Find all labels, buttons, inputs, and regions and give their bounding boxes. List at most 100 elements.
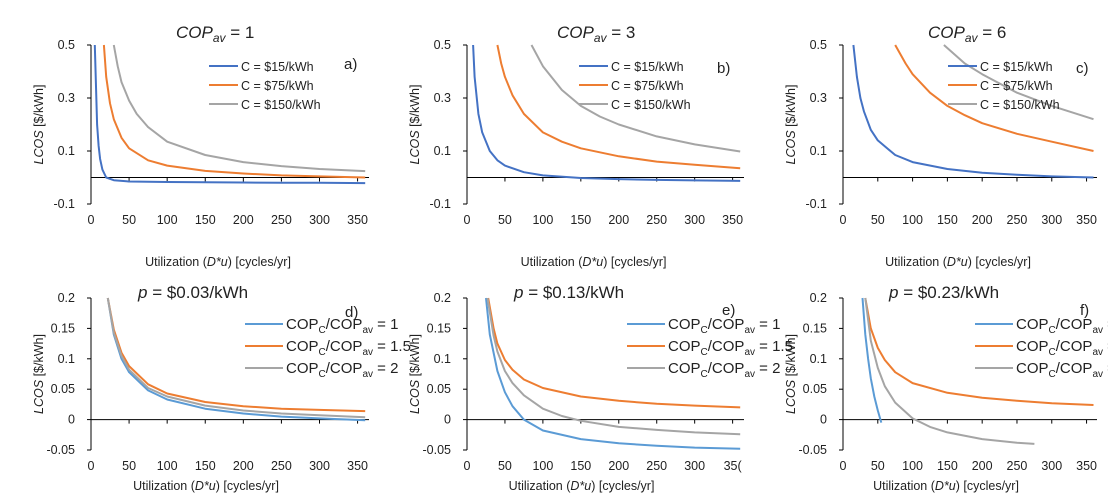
legend-entry: C = $150/kWh xyxy=(611,98,691,112)
x-tick-label: 300 xyxy=(684,213,705,227)
y-axis-label: LCOS [$/kWh] xyxy=(408,85,422,165)
chart-panel-6: -0.05 0 0.05 0.1 0.15 0.2 0 50 100 150 200 250 300 35… xyxy=(784,283,1108,493)
series-line-3 xyxy=(530,44,741,153)
legend-entry: C = $75/kWh xyxy=(241,79,314,93)
y-axis-label: LCOS [$/kWh] xyxy=(408,334,422,414)
x-tick-label: 100 xyxy=(532,213,553,227)
y-tick-label: 0.2 xyxy=(58,291,75,305)
x-axis-label: Utilization (D*u) [cycles/yr] xyxy=(509,479,655,493)
legend-entry: COPC/COPav = 1.5 xyxy=(668,338,793,358)
x-tick-label: 100 xyxy=(902,459,923,473)
y-tick-label: -0.1 xyxy=(53,197,75,211)
x-axis-label: Utilization (D*u) [cycles/yr] xyxy=(873,479,1019,493)
y-tick-label: 0.1 xyxy=(434,144,451,158)
series-line-3 xyxy=(112,44,366,173)
x-tick-label: 0 xyxy=(464,213,471,227)
legend-entry: C = $75/kWh xyxy=(611,79,684,93)
legend-entry: COPC/COPav = 2 xyxy=(286,360,398,380)
series-line-3 xyxy=(943,44,1094,121)
legend-entry: COPC/COPav = 1 xyxy=(1016,316,1108,336)
y-tick-label: -0.05 xyxy=(423,443,452,457)
x-tick-label: 200 xyxy=(608,213,629,227)
y-tick-label: 0.05 xyxy=(427,382,451,396)
x-tick-label: 200 xyxy=(233,213,254,227)
series-line-1 xyxy=(472,44,741,182)
panel-letter: e) xyxy=(722,302,735,319)
y-tick-label: 0.1 xyxy=(810,352,827,366)
legend-entry: C = $150/kWh xyxy=(241,98,321,112)
x-tick-label: 0 xyxy=(88,459,95,473)
chart-panel-1: -0.1 0.1 0.3 0.5 0 50 100 150 200 250 300 350 C = $1… xyxy=(32,23,369,269)
x-tick-label: 150 xyxy=(570,459,591,473)
chart-panel-2: -0.1 0.1 0.3 0.5 0 50 100 150 200 250 300 350 C = $1… xyxy=(408,23,744,269)
y-tick-label: 0.1 xyxy=(58,144,75,158)
x-tick-label: 50 xyxy=(871,459,885,473)
x-tick-label: 50 xyxy=(498,459,512,473)
series-line-2 xyxy=(864,297,1094,406)
x-tick-label: 250 xyxy=(646,213,667,227)
x-tick-label: 50 xyxy=(122,213,136,227)
series-line-2 xyxy=(102,44,366,179)
x-tick-label: 150 xyxy=(937,459,958,473)
x-tick-label: 350 xyxy=(347,459,368,473)
y-tick-label: 0.05 xyxy=(803,382,827,396)
y-tick-label: 0.05 xyxy=(51,382,75,396)
legend-entry: C = $75/kWh xyxy=(980,79,1053,93)
panel-title: p = $0.13/kWh xyxy=(513,283,624,302)
x-tick-label: 300 xyxy=(1041,459,1062,473)
panel-title: COPav = 3 xyxy=(557,23,635,45)
x-tick-label: 50 xyxy=(122,459,136,473)
series-line-1 xyxy=(93,44,366,185)
x-tick-label: 250 xyxy=(1007,213,1028,227)
x-tick-label: 0 xyxy=(840,213,847,227)
y-tick-label: 0.15 xyxy=(51,321,75,335)
x-tick-label: 200 xyxy=(608,459,629,473)
panel-title: p = $0.23/kWh xyxy=(888,283,999,302)
legend-entry: COPC/COPav = 1.5 xyxy=(286,338,411,358)
x-tick-label: 350 xyxy=(722,213,743,227)
x-tick-label: 250 xyxy=(271,213,292,227)
legend-entry: COPC/COPav = 2 xyxy=(1016,360,1108,380)
series-line-2 xyxy=(487,297,741,409)
x-tick-label: 300 xyxy=(684,459,705,473)
y-tick-label: 0.15 xyxy=(427,321,451,335)
y-tick-label: 0.2 xyxy=(434,291,451,305)
y-axis-label: LCOS [$/kWh] xyxy=(32,334,46,414)
y-tick-label: 0.1 xyxy=(58,352,75,366)
x-tick-label: 350 xyxy=(1076,213,1097,227)
y-tick-label: 0.5 xyxy=(434,38,451,52)
x-tick-label: 200 xyxy=(972,459,993,473)
x-tick-label: 250 xyxy=(271,459,292,473)
legend-entry: COPC/COPav = 2 xyxy=(668,360,780,380)
panel-letter: b) xyxy=(717,60,730,77)
y-axis-label: LCOS [$/kWh] xyxy=(784,334,798,414)
y-tick-label: 0 xyxy=(820,413,827,427)
x-tick-label: 150 xyxy=(195,459,216,473)
y-tick-label: 0.15 xyxy=(803,321,827,335)
panel-title: p = $0.03/kWh xyxy=(137,283,248,302)
series-line-3 xyxy=(864,297,1035,445)
y-axis-label: LCOS [$/kWh] xyxy=(784,85,798,165)
y-tick-label: 0.3 xyxy=(58,91,75,105)
x-tick-label: 100 xyxy=(902,213,923,227)
x-tick-label: 300 xyxy=(309,459,330,473)
y-tick-label: -0.1 xyxy=(805,197,827,211)
y-tick-label: -0.1 xyxy=(429,197,451,211)
y-tick-label: 0.5 xyxy=(58,38,75,52)
y-axis-label: LCOS [$/kWh] xyxy=(32,85,46,165)
x-tick-label: 300 xyxy=(309,213,330,227)
x-tick-label: 100 xyxy=(532,459,553,473)
legend-entry: C = $15/kWh xyxy=(980,60,1053,74)
x-axis-label: Utilization (D*u) [cycles/yr] xyxy=(145,255,291,269)
y-tick-label: 0.3 xyxy=(810,91,827,105)
x-tick-label: 150 xyxy=(937,213,958,227)
y-tick-label: 0 xyxy=(444,413,451,427)
y-tick-label: 0.1 xyxy=(434,352,451,366)
chart-panel-5: -0.05 0 0.05 0.1 0.15 0.2 0 50 100 150 200 250 300 35… xyxy=(408,283,793,493)
x-axis-label: Utilization (D*u) [cycles/yr] xyxy=(133,479,279,493)
x-tick-label: 200 xyxy=(972,213,993,227)
panel-letter: a) xyxy=(344,56,357,73)
series-line-1 xyxy=(485,297,741,450)
panel-letter: c) xyxy=(1076,60,1089,77)
